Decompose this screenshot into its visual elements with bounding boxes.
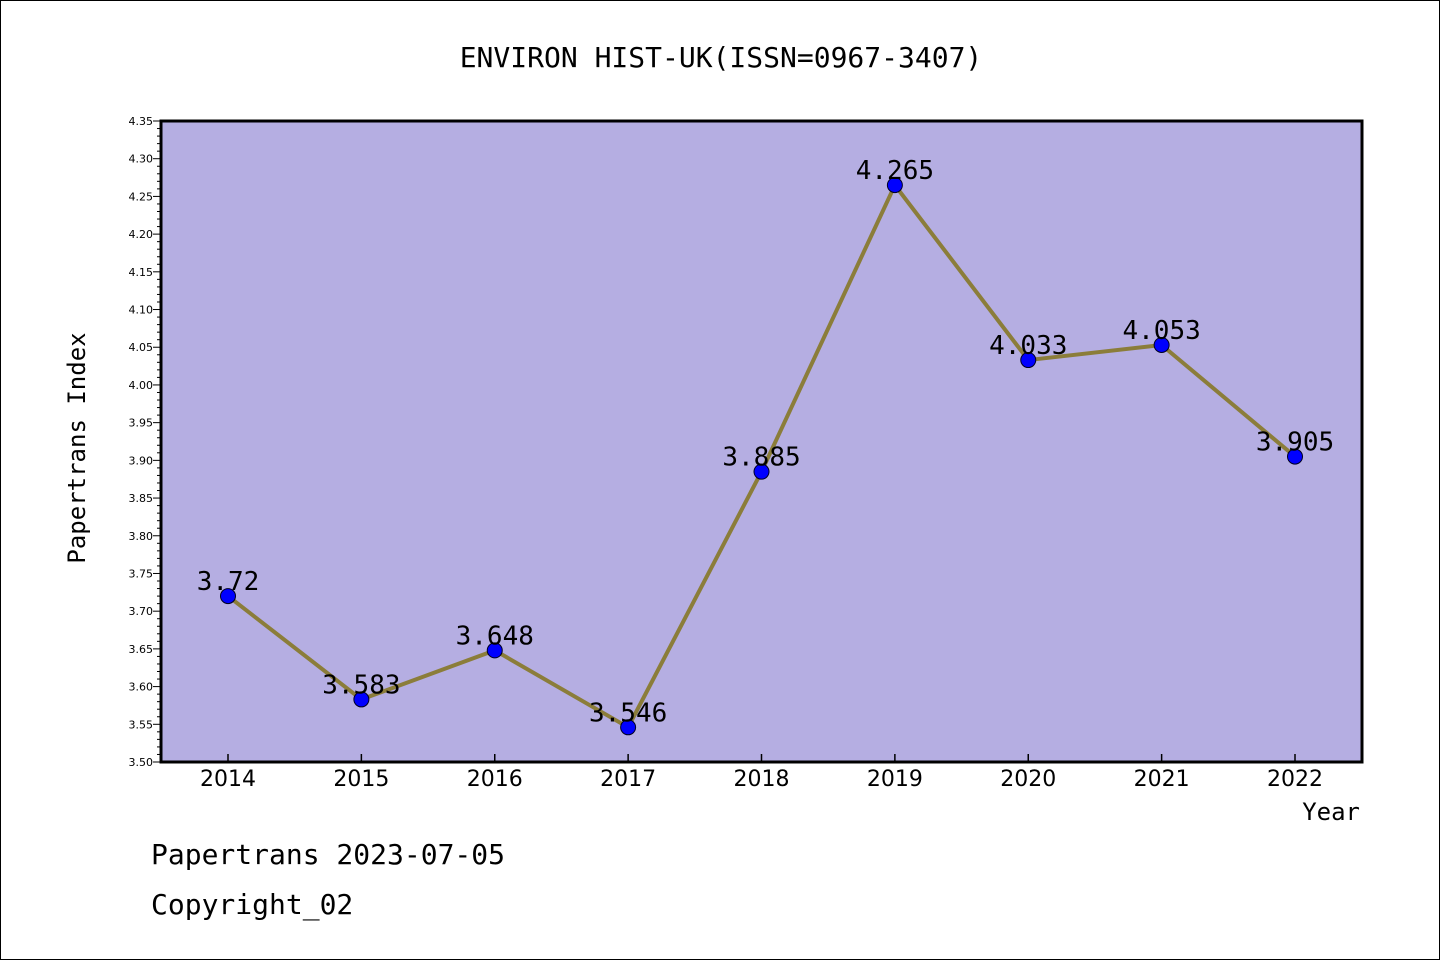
- y-tick-label: 4.00: [129, 379, 154, 392]
- x-tick-label: 2022: [1267, 767, 1323, 792]
- footer-date: Papertrans 2023-07-05: [151, 838, 505, 871]
- data-label: 3.72: [197, 567, 260, 597]
- y-tick-label: 3.65: [129, 643, 154, 656]
- data-point: [886, 177, 903, 194]
- series: [220, 177, 1303, 736]
- data-label: 4.053: [1122, 316, 1200, 346]
- x-tick-label: 2015: [333, 767, 389, 792]
- data-point: [1020, 352, 1037, 369]
- x-tick-label: 2016: [467, 767, 523, 792]
- footer-copyright: Copyright_02: [151, 888, 353, 922]
- y-tick-label: 3.85: [129, 492, 154, 505]
- x-tick-label: 2021: [1134, 767, 1190, 792]
- y-tick-label: 4.10: [129, 304, 154, 317]
- data-label: 3.546: [589, 698, 667, 728]
- y-tick-label: 4.25: [129, 190, 154, 203]
- data-point: [220, 588, 236, 605]
- y-tick-label: 3.60: [129, 681, 154, 694]
- data-label: 3.583: [322, 670, 400, 700]
- y-tick-label: 3.50: [129, 756, 154, 769]
- data-point: [1287, 448, 1303, 465]
- y-tick-label: 3.95: [129, 417, 154, 430]
- x-tick-label: 2014: [200, 767, 256, 792]
- data-label: 3.905: [1256, 428, 1334, 458]
- y-tick-label: 4.30: [129, 153, 154, 166]
- x-tick-label: 2019: [867, 767, 923, 792]
- chart-title: ENVIRON HIST-UK(ISSN=0967-3407): [460, 41, 983, 74]
- y-tick-label: 4.05: [129, 341, 154, 354]
- y-tick-label: 3.55: [129, 718, 154, 731]
- x-tick-label: 2018: [734, 767, 790, 792]
- data-point: [620, 719, 637, 736]
- data-label: 3.648: [456, 621, 534, 651]
- y-axis: 3.50 3.55 3.60 3.65 3.70 3.75 3.80 3.85 3.90 3.95…: [129, 115, 161, 769]
- y-tick-label: 3.90: [129, 454, 154, 467]
- data-label: 4.265: [856, 156, 934, 186]
- y-tick-label: 3.80: [129, 530, 154, 543]
- data-point: [1153, 336, 1170, 353]
- x-axis: 2014 2015 2016 2017 2018 2019 2020 2021 2022: [200, 754, 1323, 792]
- data-point: [353, 691, 370, 708]
- data-label: 4.033: [989, 331, 1067, 361]
- data-point: [486, 642, 503, 659]
- y-tick-label: 4.15: [129, 266, 154, 279]
- x-axis-label: Year: [1302, 798, 1360, 826]
- x-tick-label: 2017: [600, 767, 656, 792]
- y-axis-label: Papertrans Index: [63, 332, 91, 563]
- data-point: [753, 463, 770, 480]
- plot-area: [159, 119, 1364, 764]
- y-tick-label: 4.20: [129, 228, 154, 241]
- y-tick-label: 3.75: [129, 567, 154, 580]
- data-label: 3.885: [722, 443, 800, 473]
- y-tick-label: 4.35: [129, 115, 154, 128]
- x-tick-label: 2020: [1000, 767, 1056, 792]
- data-labels: 3.72 3.583 3.648 3.546 3.885 4.265 4.033 4.053 3…: [197, 156, 1334, 728]
- y-tick-label: 3.70: [129, 605, 154, 618]
